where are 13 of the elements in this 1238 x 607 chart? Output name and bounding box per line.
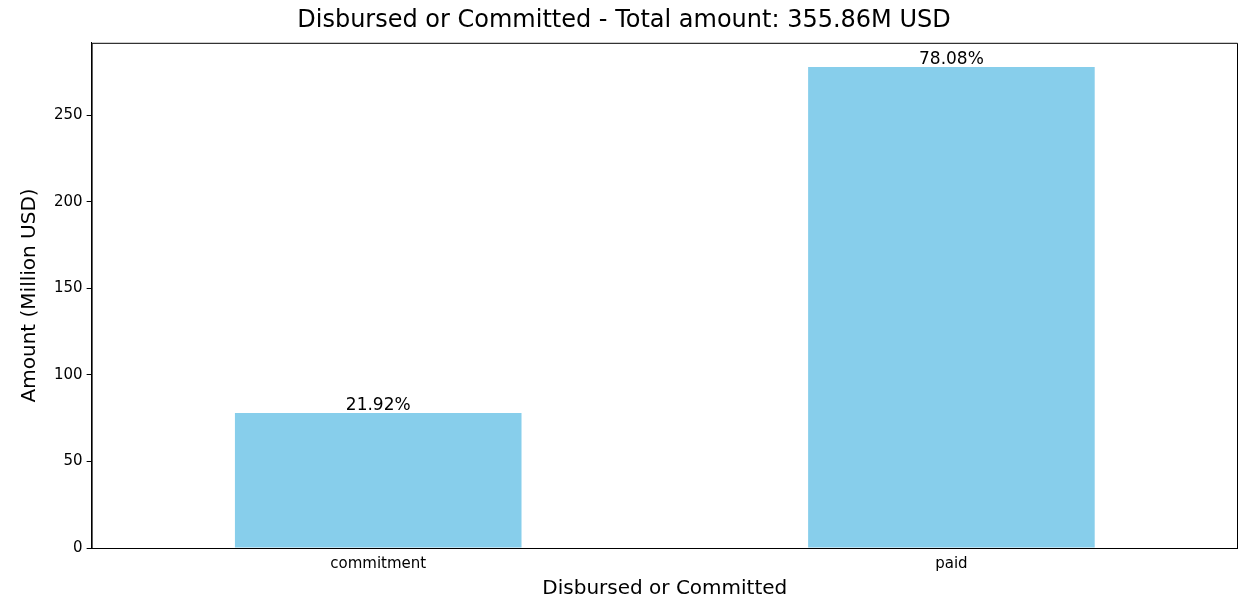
annotation: 21.92% <box>345 393 411 414</box>
y-axis-title: Amount (Million USD) <box>16 188 41 403</box>
x-tick-label: commitment <box>330 553 427 572</box>
y-tick-label: 50 <box>63 451 83 470</box>
annotation: 78.08% <box>918 47 984 68</box>
x-tick-label: paid <box>935 553 968 572</box>
x-axis-title: Disbursed or Committed <box>542 575 788 600</box>
y-tick-label: 250 <box>53 105 83 124</box>
y-tick-label: 100 <box>53 364 83 383</box>
y-tick-label: 150 <box>53 278 83 297</box>
y-tick-label: 0 <box>73 537 83 556</box>
chart-title: Disbursed or Committed - Total amount: 355.86M USD <box>297 4 951 33</box>
y-tick-label: 200 <box>53 191 83 210</box>
